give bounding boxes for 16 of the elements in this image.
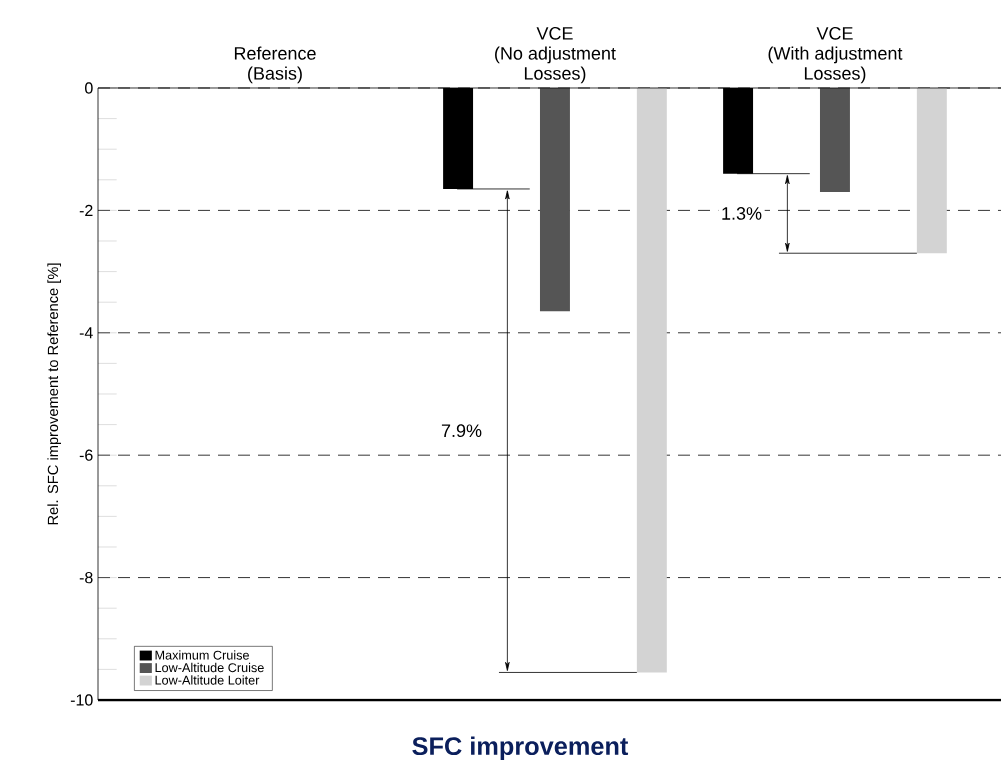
x-tick-label: VCE (With adjustment Losses) <box>768 26 903 84</box>
x-tick-label: Reference (Basis) <box>234 46 316 84</box>
y-axis-title: Rel. SFC improvement to Reference [%] <box>47 263 61 525</box>
text: SFC improvement <box>412 736 629 761</box>
annotation: 1.3% <box>722 207 762 220</box>
y-tick-label: -10 <box>70 694 93 706</box>
legend-label: Maximum Cruise <box>155 650 249 660</box>
y-tick-label: -6 <box>79 449 93 461</box>
legend-label: Low-Altitude Cruise <box>155 662 264 673</box>
y-tick-label: -8 <box>79 571 93 584</box>
annotation: 7.9% <box>441 424 482 438</box>
legend-label: Low-Altitude Loiter <box>155 675 260 685</box>
y-tick-label: -4 <box>79 327 93 339</box>
y-tick-label: 0 <box>85 82 93 94</box>
y-tick-label: -2 <box>79 204 93 216</box>
x-tick-label: VCE (No adjustment Losses) <box>495 26 616 84</box>
